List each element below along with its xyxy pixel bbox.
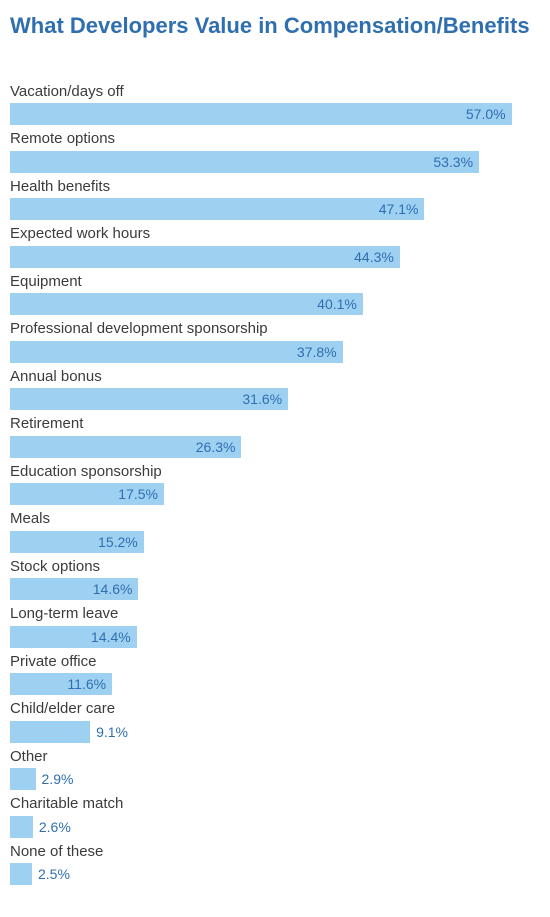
bar-wrap: 44.3%: [10, 246, 540, 268]
bar-wrap: 14.4%: [10, 626, 540, 648]
bar-value: 2.6%: [39, 816, 71, 838]
chart-row: Expected work hours44.3%: [10, 224, 540, 268]
chart-row: Private office11.6%: [10, 652, 540, 696]
bar-label: Professional development sponsorship: [10, 319, 540, 339]
bar-value: 37.8%: [10, 341, 343, 363]
bar: [10, 863, 32, 885]
bar-value: 57.0%: [10, 103, 512, 125]
bar-wrap: 11.6%: [10, 673, 540, 695]
bar-label: Expected work hours: [10, 224, 540, 244]
chart-row: Long-term leave14.4%: [10, 604, 540, 648]
bar-wrap: 2.9%: [10, 768, 540, 790]
bar-chart: Vacation/days off57.0%Remote options53.3…: [10, 82, 540, 886]
bar-label: None of these: [10, 842, 540, 862]
bar-value: 11.6%: [10, 673, 112, 695]
bar-label: Equipment: [10, 272, 540, 292]
bar-value: 9.1%: [96, 721, 128, 743]
bar-value: 15.2%: [10, 531, 144, 553]
chart-row: Equipment40.1%: [10, 272, 540, 316]
chart-row: Retirement26.3%: [10, 414, 540, 458]
chart-row: Stock options14.6%: [10, 557, 540, 601]
chart-row: None of these2.5%: [10, 842, 540, 886]
bar-value: 14.4%: [10, 626, 137, 648]
bar-value: 47.1%: [10, 198, 424, 220]
bar: [10, 721, 90, 743]
bar-wrap: 37.8%: [10, 341, 540, 363]
bar-label: Long-term leave: [10, 604, 540, 624]
bar-value: 2.9%: [42, 768, 74, 790]
bar-label: Charitable match: [10, 794, 540, 814]
bar-value: 44.3%: [10, 246, 400, 268]
bar-value: 26.3%: [10, 436, 241, 458]
bar: [10, 816, 33, 838]
bar-wrap: 2.5%: [10, 863, 540, 885]
bar-wrap: 14.6%: [10, 578, 540, 600]
bar-wrap: 57.0%: [10, 103, 540, 125]
bar-wrap: 9.1%: [10, 721, 540, 743]
chart-row: Other2.9%: [10, 747, 540, 791]
bar-wrap: 2.6%: [10, 816, 540, 838]
bar-wrap: 53.3%: [10, 151, 540, 173]
bar-value: 31.6%: [10, 388, 288, 410]
chart-row: Education sponsorship17.5%: [10, 462, 540, 506]
bar: [10, 768, 36, 790]
bar-label: Retirement: [10, 414, 540, 434]
chart-row: Vacation/days off57.0%: [10, 82, 540, 126]
bar-label: Remote options: [10, 129, 540, 149]
chart-row: Professional development sponsorship37.8…: [10, 319, 540, 363]
bar-wrap: 47.1%: [10, 198, 540, 220]
bar-value: 2.5%: [38, 863, 70, 885]
bar-value: 40.1%: [10, 293, 363, 315]
chart-row: Remote options53.3%: [10, 129, 540, 173]
bar-value: 17.5%: [10, 483, 164, 505]
chart-row: Child/elder care9.1%: [10, 699, 540, 743]
bar-value: 53.3%: [10, 151, 479, 173]
bar-label: Education sponsorship: [10, 462, 540, 482]
bar-label: Health benefits: [10, 177, 540, 197]
chart-title: What Developers Value in Compensation/Be…: [10, 12, 540, 40]
chart-row: Charitable match2.6%: [10, 794, 540, 838]
bar-label: Private office: [10, 652, 540, 672]
bar-label: Stock options: [10, 557, 540, 577]
bar-label: Child/elder care: [10, 699, 540, 719]
bar-wrap: 31.6%: [10, 388, 540, 410]
chart-row: Annual bonus31.6%: [10, 367, 540, 411]
bar-value: 14.6%: [10, 578, 138, 600]
bar-wrap: 17.5%: [10, 483, 540, 505]
bar-label: Other: [10, 747, 540, 767]
chart-row: Health benefits47.1%: [10, 177, 540, 221]
bar-label: Meals: [10, 509, 540, 529]
bar-wrap: 15.2%: [10, 531, 540, 553]
bar-wrap: 40.1%: [10, 293, 540, 315]
bar-wrap: 26.3%: [10, 436, 540, 458]
chart-row: Meals15.2%: [10, 509, 540, 553]
bar-label: Annual bonus: [10, 367, 540, 387]
bar-label: Vacation/days off: [10, 82, 540, 102]
